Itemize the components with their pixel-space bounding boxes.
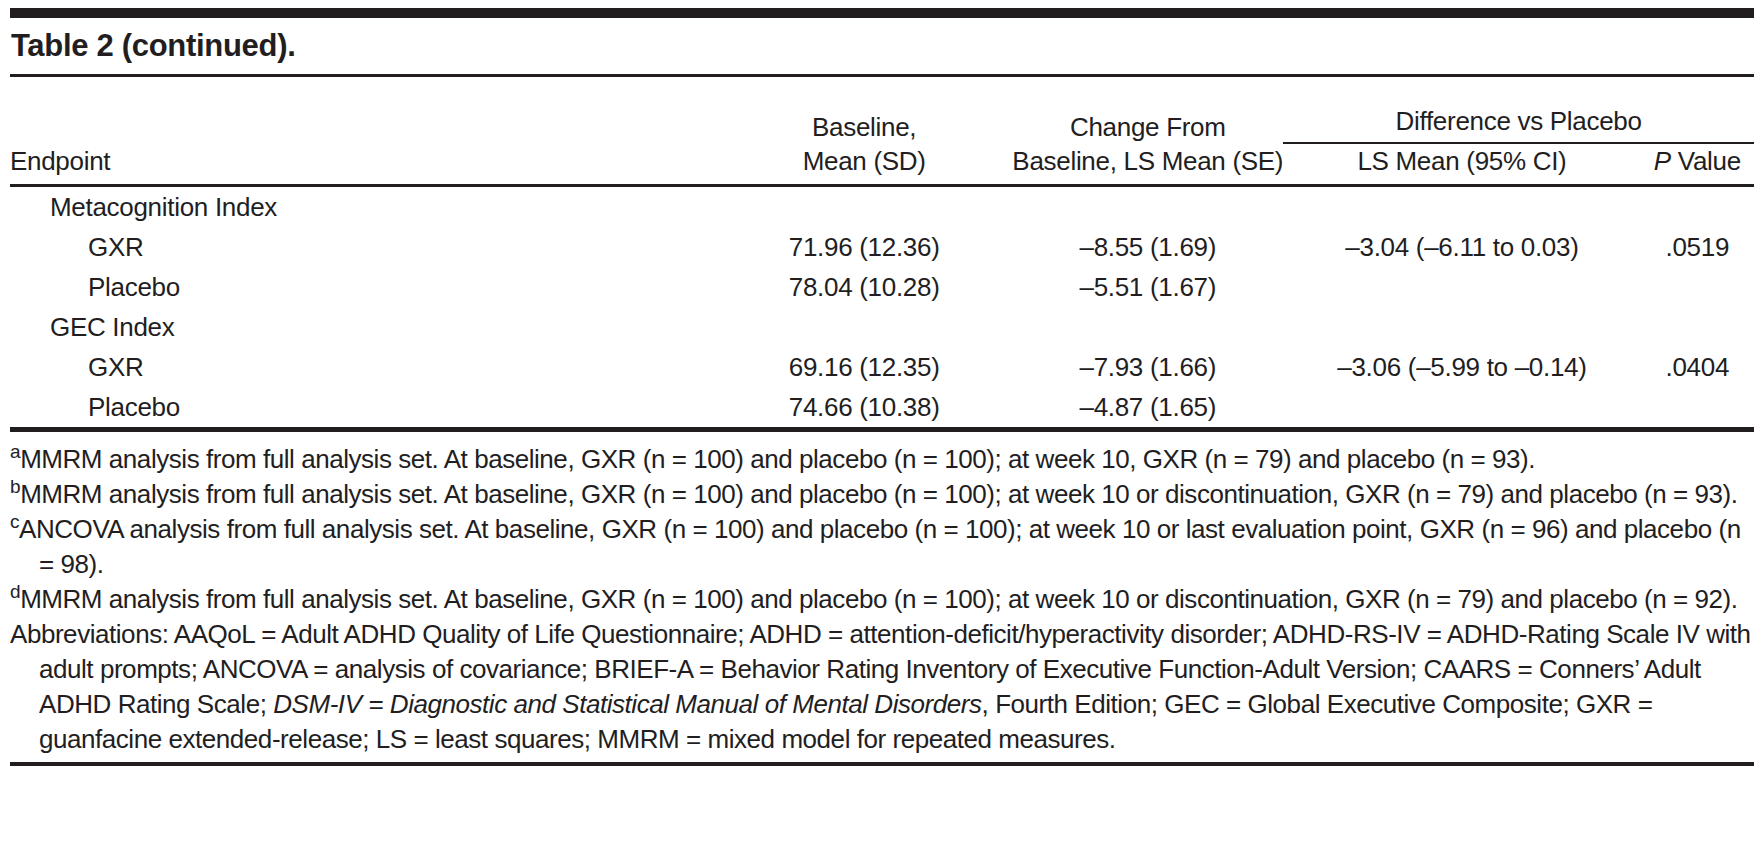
pvalue-cell <box>1641 307 1754 347</box>
header-row-bottom: Endpoint Mean (SD) Baseline, LS Mean (SE… <box>10 143 1754 186</box>
endpoint-cell: Placebo <box>10 267 716 307</box>
table-figure: Table 2 (continued). Baseline, Change Fr… <box>0 0 1764 766</box>
table-row: Placebo78.04 (10.28)–5.51 (1.67) <box>10 267 1754 307</box>
change-cell <box>1012 186 1283 228</box>
endpoint-cell: GXR <box>10 347 716 387</box>
pvalue-cell <box>1641 267 1754 307</box>
footnote-marker: c <box>10 511 19 532</box>
baseline-cell: 71.96 (12.36) <box>716 227 1012 267</box>
pvalue-cell <box>1641 186 1754 228</box>
baseline-cell <box>716 307 1012 347</box>
change-cell: –4.87 (1.65) <box>1012 387 1283 430</box>
lsmean-ci-header: LS Mean (95% CI) <box>1283 143 1640 186</box>
change-header-line1: Change From <box>1012 77 1283 143</box>
bottom-rule <box>10 762 1754 766</box>
diff-cell: –3.06 (–5.99 to –0.14) <box>1283 347 1640 387</box>
table-body: Metacognition IndexGXR71.96 (12.36)–8.55… <box>10 186 1754 430</box>
table-header: Baseline, Change From Difference vs Plac… <box>10 77 1754 186</box>
results-table: Baseline, Change From Difference vs Plac… <box>10 77 1754 432</box>
pvalue-cell: .0519 <box>1641 227 1754 267</box>
header-row-top: Baseline, Change From Difference vs Plac… <box>10 77 1754 143</box>
table-row: GXR71.96 (12.36)–8.55 (1.69)–3.04 (–6.11… <box>10 227 1754 267</box>
table-row: GXR69.16 (12.35)–7.93 (1.66)–3.06 (–5.99… <box>10 347 1754 387</box>
baseline-cell <box>716 186 1012 228</box>
diff-cell: –3.04 (–6.11 to 0.03) <box>1283 227 1640 267</box>
top-rule <box>10 8 1754 18</box>
diff-cell <box>1283 267 1640 307</box>
table-title: Table 2 (continued). <box>10 18 1754 77</box>
table-row: Metacognition Index <box>10 186 1754 228</box>
difference-group-header: Difference vs Placebo <box>1283 77 1754 143</box>
baseline-cell: 69.16 (12.35) <box>716 347 1012 387</box>
abbrev-italic-segment: DSM-IV = Diagnostic and Statistical Manu… <box>273 689 981 719</box>
change-header-line2: Baseline, LS Mean (SE) <box>1012 143 1283 186</box>
footnote-a: aMMRM analysis from full analysis set. A… <box>10 442 1754 477</box>
baseline-cell: 74.66 (10.38) <box>716 387 1012 430</box>
endpoint-header-spacer <box>10 77 716 143</box>
footnote-d: dMMRM analysis from full analysis set. A… <box>10 582 1754 617</box>
pvalue-header-value: Value <box>1671 146 1741 176</box>
footnote-c: cANCOVA analysis from full analysis set.… <box>10 512 1754 582</box>
change-cell <box>1012 307 1283 347</box>
abbreviations: Abbreviations: AAQoL = Adult ADHD Qualit… <box>10 617 1754 757</box>
diff-cell <box>1283 307 1640 347</box>
baseline-header-line1: Baseline, <box>716 77 1012 143</box>
table-row: GEC Index <box>10 307 1754 347</box>
pvalue-header-p: P <box>1654 146 1671 176</box>
endpoint-cell: Metacognition Index <box>10 186 716 228</box>
baseline-header-line2: Mean (SD) <box>716 143 1012 186</box>
diff-cell <box>1283 387 1640 430</box>
endpoint-cell: GXR <box>10 227 716 267</box>
footnotes: aMMRM analysis from full analysis set. A… <box>10 442 1754 617</box>
endpoint-cell: GEC Index <box>10 307 716 347</box>
pvalue-cell <box>1641 387 1754 430</box>
pvalue-header: P Value <box>1641 143 1754 186</box>
footnote-marker: b <box>10 476 20 497</box>
table-row: Placebo74.66 (10.38)–4.87 (1.65) <box>10 387 1754 430</box>
footnote-b: bMMRM analysis from full analysis set. A… <box>10 477 1754 512</box>
change-cell: –7.93 (1.66) <box>1012 347 1283 387</box>
footnote-marker: a <box>10 441 20 462</box>
baseline-cell: 78.04 (10.28) <box>716 267 1012 307</box>
pvalue-cell: .0404 <box>1641 347 1754 387</box>
change-cell: –8.55 (1.69) <box>1012 227 1283 267</box>
diff-cell <box>1283 186 1640 228</box>
endpoint-header: Endpoint <box>10 143 716 186</box>
footnote-marker: d <box>10 581 20 602</box>
endpoint-cell: Placebo <box>10 387 716 430</box>
change-cell: –5.51 (1.67) <box>1012 267 1283 307</box>
